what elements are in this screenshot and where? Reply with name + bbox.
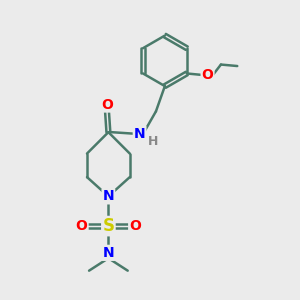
Text: O: O (76, 219, 88, 233)
Text: N: N (103, 189, 114, 203)
Text: O: O (129, 219, 141, 233)
Text: N: N (134, 127, 146, 141)
Text: S: S (102, 217, 114, 235)
Text: O: O (101, 98, 113, 112)
Text: H: H (148, 135, 158, 148)
Text: N: N (103, 246, 114, 260)
Text: O: O (202, 68, 214, 82)
